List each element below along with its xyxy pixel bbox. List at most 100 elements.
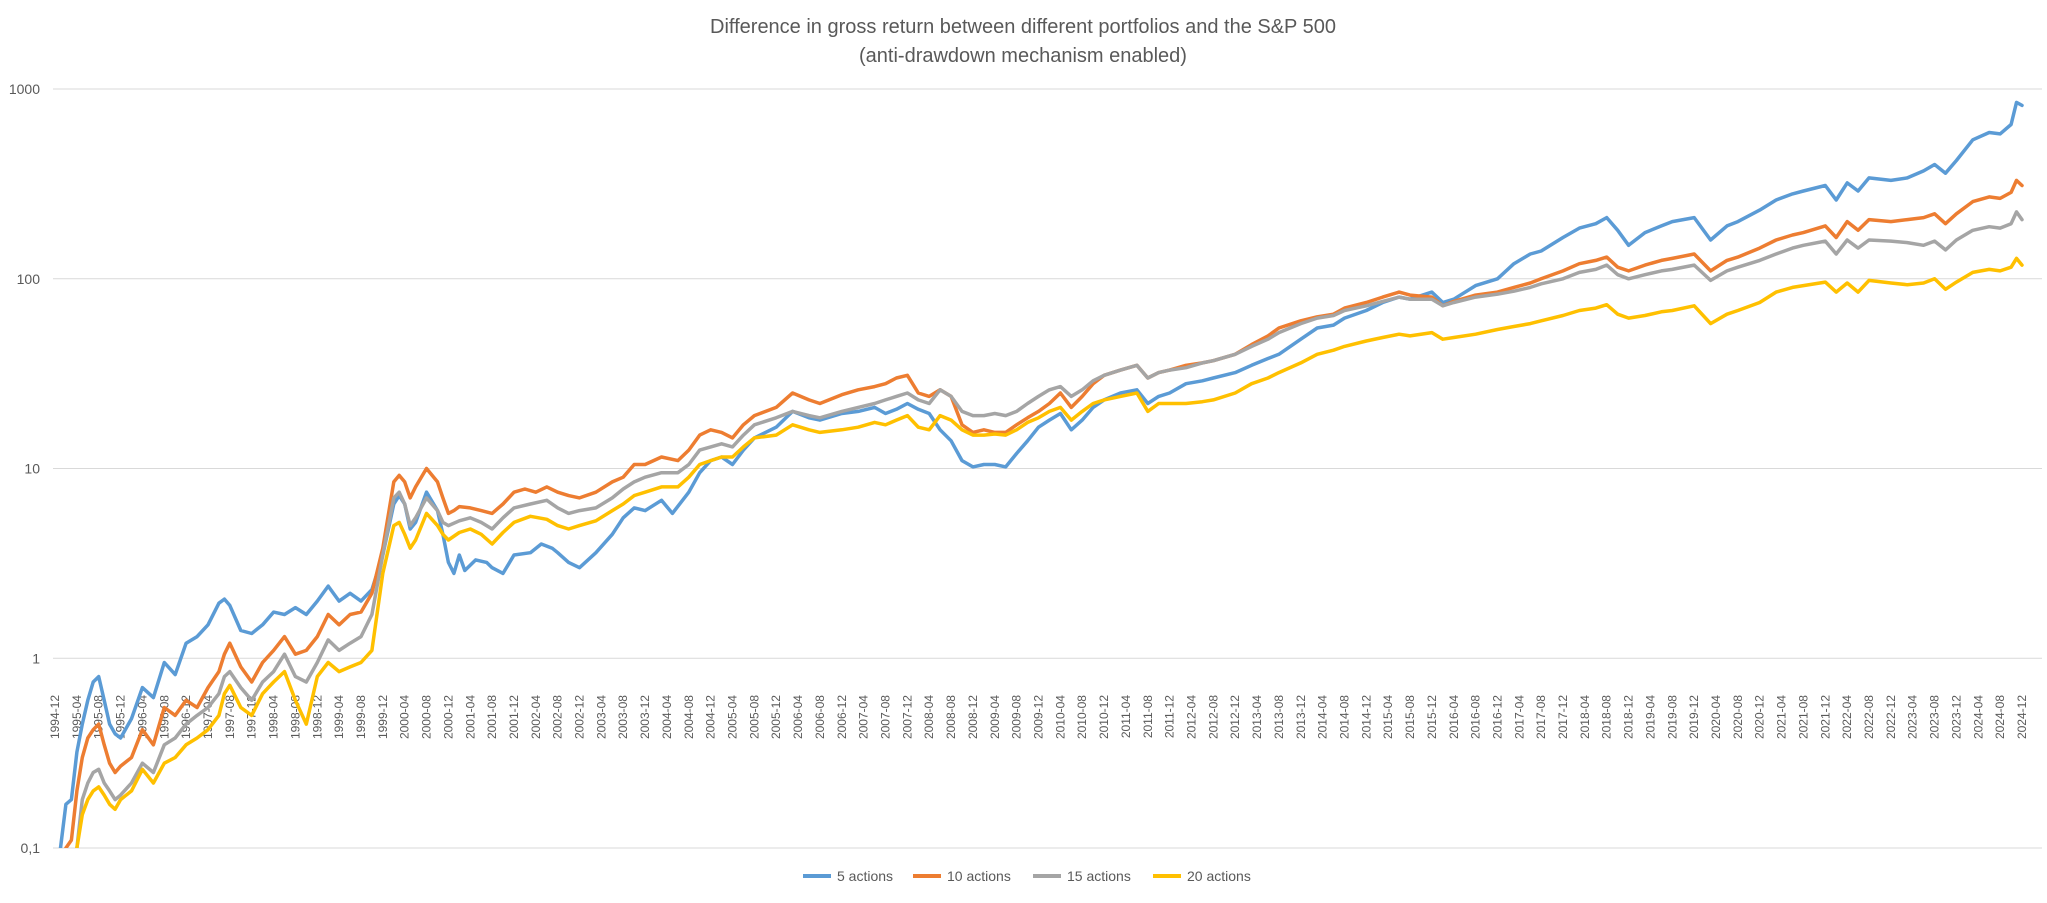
x-tick-label: 2000-04	[398, 695, 412, 739]
legend-item-10-actions[interactable]: 10 actions	[913, 868, 1011, 884]
x-tick-label: 2004-12	[704, 695, 718, 739]
x-tick-label: 2000-08	[420, 695, 434, 739]
x-tick-label: 2024-08	[1993, 695, 2007, 739]
legend-label: 15 actions	[1067, 868, 1131, 884]
legend-item-15-actions[interactable]: 15 actions	[1033, 868, 1131, 884]
x-tick-label: 2008-08	[944, 695, 958, 739]
x-tick-label: 2023-08	[1928, 695, 1942, 739]
legend-item-5-actions[interactable]: 5 actions	[803, 868, 893, 884]
x-tick-label: 2020-08	[1731, 695, 1745, 739]
x-tick-label: 2008-04	[922, 695, 936, 739]
x-tick-label: 2023-04	[1906, 695, 1920, 739]
x-tick-label: 2016-08	[1469, 695, 1483, 739]
x-tick-label: 2014-04	[1316, 695, 1330, 739]
x-axis-tick-labels: 1994-12 1995-04 1995-08 1995-12 1996-04 1996-…	[48, 695, 2029, 739]
y-axis-tick-labels: 0,1 1 10 100 1000	[9, 81, 40, 856]
x-tick-label: 2013-12	[1294, 695, 1308, 739]
x-tick-label: 2011-12	[1163, 695, 1177, 738]
x-tick-label: 2021-04	[1775, 695, 1789, 739]
x-tick-label: 2010-08	[1075, 695, 1089, 739]
x-tick-label: 1996-04	[135, 695, 149, 739]
x-tick-label: 2019-12	[1687, 695, 1701, 739]
x-tick-label: 1994-12	[48, 695, 62, 739]
legend-label: 5 actions	[837, 868, 893, 884]
x-tick-label: 2024-04	[1971, 695, 1985, 739]
x-tick-label: 2002-12	[573, 695, 587, 739]
x-tick-label: 2006-04	[791, 695, 805, 739]
x-tick-label: 2017-08	[1534, 695, 1548, 739]
x-tick-label: 2001-08	[485, 695, 499, 739]
x-tick-label: 2015-04	[1381, 695, 1395, 739]
x-tick-label: 2015-08	[1403, 695, 1417, 739]
x-tick-label: 2007-08	[879, 695, 893, 739]
x-tick-label: 2009-12	[1032, 695, 1046, 739]
legend-item-20-actions[interactable]: 20 actions	[1153, 868, 1251, 884]
series-line-15-actions	[75, 210, 2024, 848]
x-tick-label: 2017-04	[1512, 695, 1526, 739]
x-tick-label: 2006-08	[813, 695, 827, 739]
x-tick-label: 2010-04	[1053, 695, 1067, 739]
x-tick-label: 2003-08	[616, 695, 630, 739]
x-tick-label: 2020-12	[1753, 695, 1767, 739]
x-tick-label: 1999-04	[332, 695, 346, 739]
x-tick-label: 2002-08	[551, 695, 565, 739]
x-tick-label: 2006-12	[835, 695, 849, 739]
chart-subtitle: (anti-drawdown mechanism enabled)	[859, 45, 1187, 67]
x-tick-label: 1995-12	[114, 695, 128, 739]
x-tick-label: 2021-08	[1796, 695, 1810, 739]
x-tick-label: 2004-08	[682, 695, 696, 739]
x-tick-label: 2016-12	[1490, 695, 1504, 739]
x-tick-label: 1996-08	[157, 695, 171, 739]
x-tick-label: 2022-08	[1862, 695, 1876, 739]
x-tick-label: 2004-04	[660, 695, 674, 739]
x-tick-label: 2012-12	[1228, 695, 1242, 739]
x-tick-label: 2011-08	[1141, 695, 1155, 738]
x-tick-label: 2000-12	[441, 695, 455, 739]
x-tick-label: 2018-04	[1578, 695, 1592, 739]
chart-title: Difference in gross return between diffe…	[710, 16, 1336, 38]
x-tick-label: 1998-04	[267, 695, 281, 739]
series-line-20-actions	[75, 256, 2024, 848]
x-tick-label: 1999-08	[354, 695, 368, 739]
x-tick-label: 2022-04	[1840, 695, 1854, 739]
x-tick-label: 2003-12	[638, 695, 652, 739]
x-tick-label: 2017-12	[1556, 695, 1570, 739]
x-tick-label: 2020-04	[1709, 695, 1723, 739]
x-tick-label: 2009-04	[988, 695, 1002, 739]
legend-label: 20 actions	[1187, 868, 1251, 884]
x-tick-label: 2013-04	[1250, 695, 1264, 739]
x-tick-label: 2018-12	[1622, 695, 1636, 739]
x-tick-label: 2001-04	[463, 695, 477, 739]
x-tick-label: 2005-12	[769, 695, 783, 739]
x-tick-label: 2013-08	[1272, 695, 1286, 739]
x-tick-label: 2003-04	[594, 695, 608, 739]
x-tick-label: 2022-12	[1884, 695, 1898, 739]
y-tick-label: 100	[17, 271, 41, 287]
x-tick-label: 2014-08	[1337, 695, 1351, 739]
x-tick-label: 2001-12	[507, 695, 521, 739]
x-tick-label: 2015-12	[1425, 695, 1439, 739]
x-tick-label: 2019-08	[1665, 695, 1679, 739]
x-tick-label: 1998-12	[310, 695, 324, 739]
x-tick-label: 2014-12	[1359, 695, 1373, 739]
x-tick-label: 2007-04	[857, 695, 871, 739]
x-tick-label: 2009-08	[1010, 695, 1024, 739]
legend[interactable]: 5 actions 10 actions 15 actions 20 actions	[803, 868, 1251, 884]
series-line-5-actions	[58, 100, 2024, 848]
x-tick-label: 2010-12	[1097, 695, 1111, 739]
x-tick-label: 2019-04	[1643, 695, 1657, 739]
x-tick-label: 2007-12	[900, 695, 914, 739]
x-tick-label: 2002-04	[529, 695, 543, 739]
x-tick-label: 1999-12	[376, 695, 390, 739]
x-tick-label: 2023-12	[1949, 695, 1963, 739]
y-tick-label: 1	[32, 650, 40, 666]
x-tick-label: 2016-04	[1447, 695, 1461, 739]
x-tick-label: 2012-08	[1206, 695, 1220, 739]
x-tick-label: 2012-04	[1184, 695, 1198, 739]
series-line-10-actions	[64, 178, 2024, 848]
series-lines	[58, 100, 2024, 848]
x-tick-label: 2021-12	[1818, 695, 1832, 739]
